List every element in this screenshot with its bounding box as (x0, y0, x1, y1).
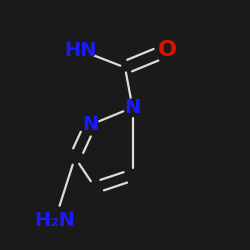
Text: H₂N: H₂N (34, 210, 76, 230)
Text: N: N (124, 98, 140, 117)
Text: N: N (82, 116, 98, 134)
Text: O: O (158, 40, 177, 60)
Text: HN: HN (64, 40, 96, 60)
